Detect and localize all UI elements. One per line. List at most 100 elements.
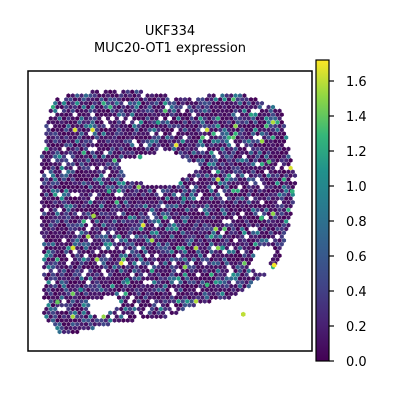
expression-spot [224,276,229,281]
expression-spot [83,184,89,190]
expression-spot [42,310,47,316]
expression-spot [246,177,251,182]
expression-spot [86,119,91,125]
expression-spot [220,93,225,98]
expression-spot [273,199,278,205]
expression-spot [248,165,254,171]
expression-spot [132,276,137,281]
expression-spot [240,165,245,171]
expression-spot [270,112,276,118]
expression-spot [112,89,117,95]
expression-spot [114,146,119,152]
expression-spot [281,161,287,167]
expression-spot [244,196,249,201]
expression-spot [163,222,168,228]
expression-spot [215,207,221,213]
expression-spot [220,222,225,228]
expression-spot [108,234,113,239]
expression-spot [202,207,207,213]
expression-spot [132,253,137,259]
expression-spot [79,161,84,167]
expression-spot [268,139,273,144]
expression-spot [112,272,117,278]
expression-spot [97,283,102,289]
expression-spot [213,211,218,217]
expression-spot [59,279,64,285]
expression-spot [92,154,97,159]
expression-spot [57,283,62,289]
expression-spot [59,234,64,239]
expression-spot [275,219,280,224]
expression-spot [215,245,221,251]
expression-spot [152,211,157,217]
expression-spot [248,112,254,118]
expression-spot [83,215,89,220]
expression-spot [141,100,146,106]
expression-spot [180,238,185,243]
expression-spot [61,268,67,274]
expression-spot [55,310,60,316]
expression-spot [75,238,80,243]
expression-spot [174,226,179,232]
expression-spot [55,325,60,331]
expression-spot [264,192,269,198]
expression-spot [55,219,60,224]
colorbar-tick-label: 0.6 [346,250,367,265]
expression-spot [42,173,47,178]
expression-spot [134,241,139,247]
expression-spot [281,123,287,129]
expression-spot [231,272,236,278]
expression-spot [55,142,60,148]
expression-spot [101,123,106,129]
expression-spot [77,112,82,118]
expression-spot [138,295,144,300]
expression-spot [44,260,49,266]
expression-spot [149,199,155,205]
expression-spot [163,131,168,137]
expression-spot [259,108,265,114]
expression-spot [105,283,111,289]
expression-spot [61,245,67,251]
expression-spot [185,100,190,106]
expression-spot [99,112,104,118]
expression-spot [105,108,111,114]
expression-spot [246,276,251,281]
expression-spot [50,119,56,125]
expression-spot [72,119,78,125]
expression-spot [286,207,291,213]
expression-spot [143,249,148,255]
expression-spot [110,108,115,114]
expression-spot [79,93,84,98]
expression-spot [110,291,115,297]
expression-spot [187,219,192,224]
expression-spot [127,268,133,274]
expression-spot [39,199,45,205]
expression-spot [251,238,256,243]
expression-spot [255,230,260,236]
expression-spot [92,238,97,243]
expression-spot [174,97,179,102]
expression-spot [147,150,152,156]
expression-spot [70,276,75,281]
expression-spot [198,131,203,137]
expression-spot [141,230,146,236]
expression-spot [127,291,133,297]
expression-spot [101,207,106,213]
expression-spot [253,272,258,278]
expression-spot [264,123,269,129]
expression-spot [66,100,71,106]
expression-spot [218,295,223,300]
expression-spot [171,245,177,251]
expression-spot [176,222,181,228]
expression-spot [66,222,71,228]
expression-spot [119,299,124,304]
expression-spot [204,112,210,118]
expression-spot [215,276,221,281]
expression-spot [204,150,210,156]
expression-spot [235,234,240,239]
expression-spot [127,314,133,319]
expression-spot [182,279,188,285]
expression-spot [163,283,168,289]
expression-spot [61,260,67,266]
expression-spot [127,93,133,98]
